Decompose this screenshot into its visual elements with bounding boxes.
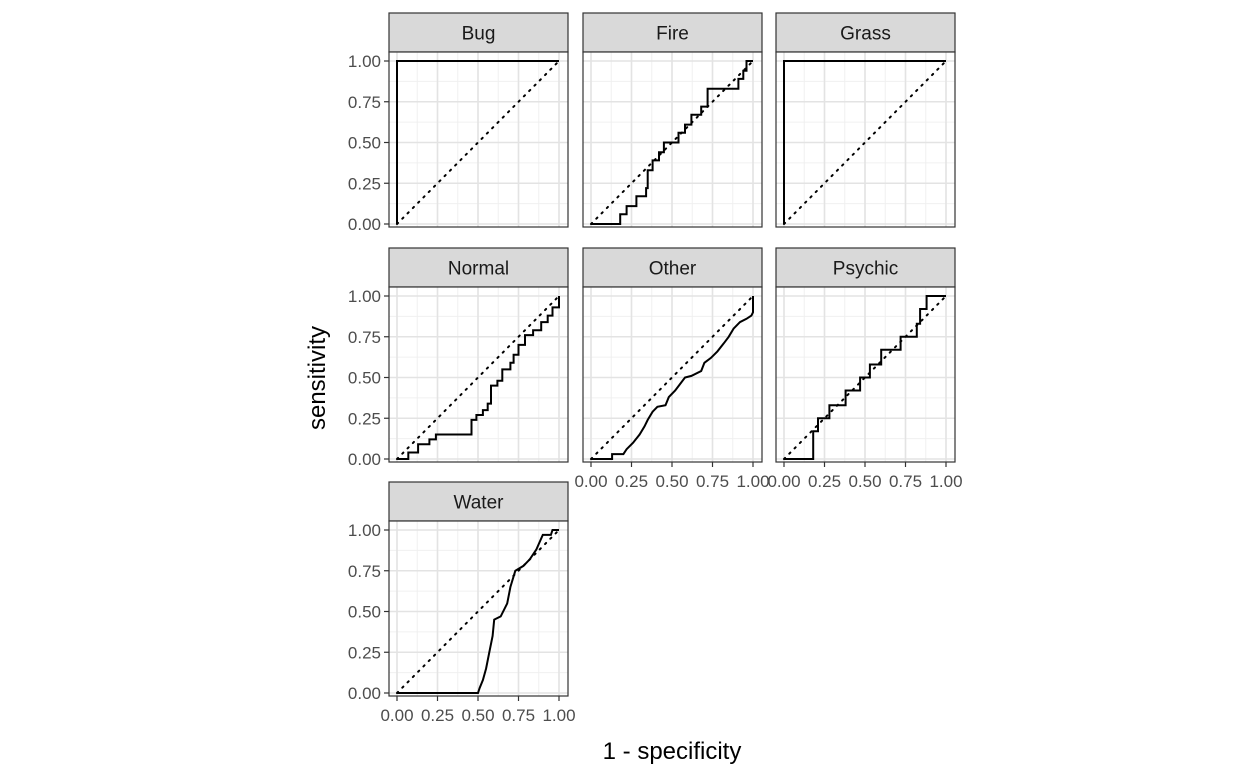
roc-curve (591, 296, 754, 460)
roc-curve (784, 295, 946, 460)
panel-border (388, 51, 569, 228)
reference-diagonal (590, 295, 754, 460)
facet-label: Grass (840, 24, 891, 45)
facet-panel: Grass (775, 12, 956, 228)
x-tick-label: 0.00 (767, 472, 800, 491)
facet-label: Bug (462, 24, 496, 45)
y-tick-label: 0.00 (348, 215, 381, 234)
y-tick-label: 0.50 (348, 369, 381, 388)
facet-panel: Water 0.00 0.25 0.50 0.75 1.00 0.00 0.25 0.50 0.7… (348, 481, 576, 725)
y-tick-label: 1.00 (348, 521, 381, 540)
facet-panel: Bug 0.00 0.25 0.50 0.75 1.00 (348, 12, 569, 234)
facet-panel: Psychic 0.00 0.25 0.50 0.75 1.00 (767, 247, 963, 491)
x-tick-label: 1.00 (929, 472, 962, 491)
x-tick-label: 0.50 (848, 472, 881, 491)
panel-border (582, 51, 763, 228)
facet-label: Water (454, 493, 505, 514)
x-tick-label: 0.50 (655, 472, 688, 491)
facet-label: Fire (656, 24, 689, 45)
y-tick-label: 1.00 (348, 52, 381, 71)
y-tick-label: 0.25 (348, 643, 381, 662)
y-tick-label: 1.00 (348, 287, 381, 306)
roc-curve (397, 296, 560, 460)
y-tick-label: 0.50 (348, 603, 381, 622)
facet-panel: Normal 0.00 0.25 0.50 0.75 1.00 (348, 247, 569, 469)
facet-label: Normal (448, 259, 509, 280)
facet-strip (388, 247, 569, 288)
facet-panel: Other 0.00 0.25 0.50 0.75 1.00 (574, 247, 770, 491)
x-tick-label: 0.25 (421, 706, 454, 725)
reference-diagonal (783, 60, 947, 225)
facet-strip (388, 12, 569, 53)
facet-label: Psychic (833, 259, 898, 280)
reference-diagonal (396, 295, 560, 460)
x-tick-label: 0.00 (380, 706, 413, 725)
panel-border (775, 51, 956, 228)
facet-strip (388, 481, 569, 522)
x-tick-label: 0.75 (696, 472, 729, 491)
facet-strip (775, 12, 956, 53)
facet-strip (582, 12, 763, 53)
panels-layer: Bug 0.00 0.25 0.50 0.75 1.00 Fire Grass Normal 0.… (348, 12, 963, 725)
x-tick-label: 0.25 (615, 472, 648, 491)
roc-curve (783, 60, 946, 224)
roc-curve (591, 60, 753, 225)
reference-diagonal (396, 60, 560, 225)
roc-curve (397, 529, 559, 694)
x-tick-label: 0.25 (808, 472, 841, 491)
panel-border (388, 286, 569, 463)
facet-strip (582, 247, 763, 288)
y-axis-title: sensitivity (304, 326, 331, 430)
y-tick-label: 0.75 (348, 562, 381, 581)
y-tick-label: 0.25 (348, 174, 381, 193)
x-tick-label: 0.75 (889, 472, 922, 491)
x-tick-label: 1.00 (542, 706, 575, 725)
x-axis-title: 1 - specificity (603, 738, 742, 765)
x-tick-label: 0.75 (502, 706, 535, 725)
facet-label: Other (649, 259, 697, 280)
reference-diagonal (396, 529, 560, 694)
x-tick-label: 0.50 (461, 706, 494, 725)
facet-panel: Fire (582, 12, 763, 228)
y-tick-label: 0.25 (348, 409, 381, 428)
x-tick-label: 0.00 (574, 472, 607, 491)
y-tick-label: 0.00 (348, 684, 381, 703)
y-tick-label: 0.50 (348, 134, 381, 153)
y-tick-label: 0.75 (348, 93, 381, 112)
y-tick-label: 0.75 (348, 328, 381, 347)
roc-curve (396, 60, 559, 224)
y-tick-label: 0.00 (348, 450, 381, 469)
x-tick-label: 1.00 (736, 472, 769, 491)
